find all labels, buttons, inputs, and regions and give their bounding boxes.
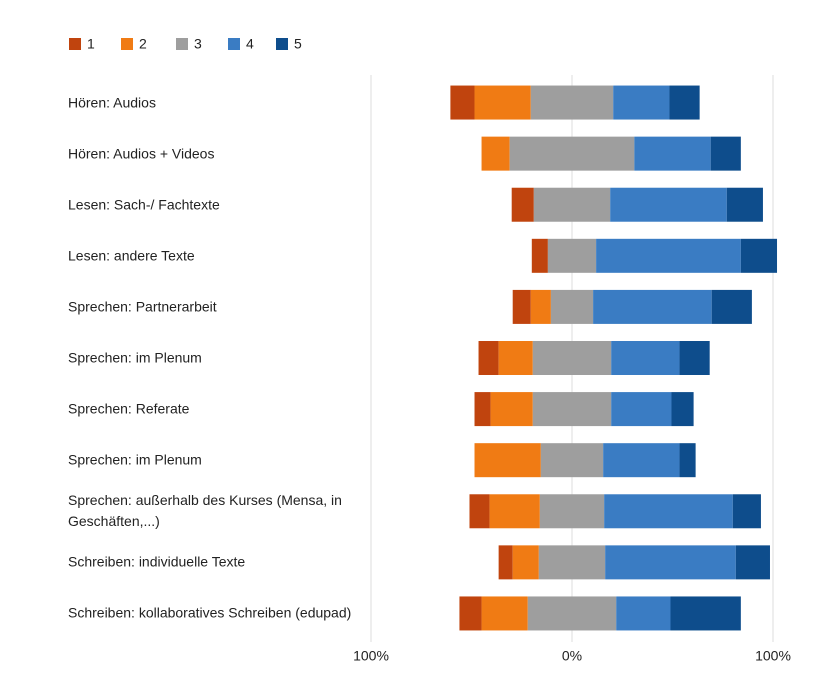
legend-swatch	[121, 38, 133, 50]
bar-segment	[459, 596, 482, 631]
bar-segment	[532, 341, 612, 375]
bar-segment	[474, 85, 531, 120]
bar-segment	[634, 136, 711, 171]
bar-segment	[498, 341, 533, 375]
x-tick-label: 100%	[353, 648, 389, 664]
bar-segment	[670, 596, 741, 631]
bar-segment	[611, 392, 672, 427]
bar-segment	[596, 238, 741, 273]
x-tick-label: 100%	[755, 648, 791, 664]
legend-swatch	[228, 38, 240, 50]
bar-segment	[603, 443, 680, 478]
bar-segment	[593, 289, 712, 324]
bar-segment	[610, 187, 727, 222]
bar-segment	[711, 289, 752, 324]
bar-segment	[509, 136, 635, 171]
bar-segment	[710, 136, 741, 171]
legend-swatch	[69, 38, 81, 50]
category-label: Sprechen: außerhalb des Kurses (Mensa, i…	[68, 492, 342, 530]
legend-label: 1	[87, 36, 95, 52]
category-label: Sprechen: Referate	[68, 400, 190, 417]
bar-segment	[732, 494, 761, 529]
bar-segment	[611, 341, 680, 375]
x-tick-label: 0%	[562, 648, 582, 664]
legend-label: 5	[294, 36, 302, 52]
bar-segment	[469, 494, 490, 529]
bar-segment	[550, 289, 594, 324]
category-label: Hören: Audios	[68, 94, 156, 111]
bar-segment	[498, 545, 513, 580]
category-label: Sprechen: im Plenum	[68, 451, 202, 468]
category-label: Schreiben: individuelle Texte	[68, 553, 246, 570]
category-label: Schreiben: kollaboratives Schreiben (edu…	[68, 604, 352, 621]
bar-segment	[533, 187, 611, 222]
legend-label: 4	[246, 36, 254, 52]
category-label: Lesen: andere Texte	[68, 247, 195, 264]
bar-segment	[532, 392, 612, 427]
bar-segment	[679, 443, 696, 478]
bar-segment	[540, 443, 604, 478]
bar-segment	[726, 187, 763, 222]
bar-segment	[481, 596, 528, 631]
bar-segment	[511, 187, 534, 222]
bar-segment	[512, 289, 531, 324]
bar-segment	[605, 545, 736, 580]
category-label: Sprechen: Partnerarbeit	[68, 298, 217, 315]
bar-segment	[531, 238, 548, 273]
legend-swatch	[176, 38, 188, 50]
bar-segment	[530, 85, 614, 120]
bar-segment	[616, 596, 671, 631]
bar-segment	[478, 341, 499, 375]
bar-segment	[538, 545, 606, 580]
bar-segment	[527, 596, 617, 631]
bar-segment	[740, 238, 778, 273]
bar-segment	[474, 443, 541, 478]
legend-swatch	[276, 38, 288, 50]
bar-segment	[489, 494, 540, 529]
bar-segment	[539, 494, 605, 529]
bar-segment	[735, 545, 770, 580]
category-label: Hören: Audios + Videos	[68, 145, 215, 162]
bar-segment	[547, 238, 597, 273]
bar-segment	[671, 392, 694, 427]
bar-segment	[604, 494, 733, 529]
bar-segment	[474, 392, 491, 427]
category-label: Lesen: Sach-/ Fachtexte	[68, 196, 220, 213]
bar-segment	[613, 85, 670, 120]
legend-label: 2	[139, 36, 147, 52]
bar-segment	[481, 136, 510, 171]
bar-segment	[450, 85, 475, 120]
bar-segment	[530, 289, 551, 324]
bar-segment	[490, 392, 533, 427]
legend-label: 3	[194, 36, 202, 52]
bar-segment	[669, 85, 700, 120]
bar-segment	[679, 341, 710, 375]
category-label: Sprechen: im Plenum	[68, 349, 202, 366]
bar-segment	[512, 545, 539, 580]
